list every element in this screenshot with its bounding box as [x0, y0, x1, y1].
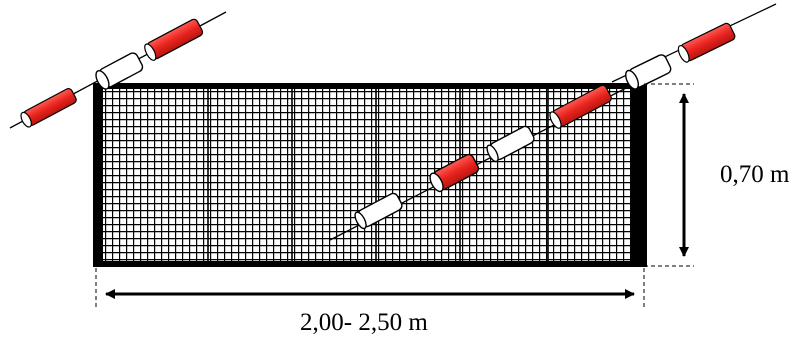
width-label: 2,00- 2,50 m: [300, 309, 428, 336]
float-left-1: [20, 88, 77, 128]
dimension-guides: [95, 83, 694, 308]
net-frame: [93, 83, 647, 267]
float-left-3: [144, 18, 204, 61]
float-diagonal-2: [429, 153, 480, 193]
float-diagonal-4: [549, 84, 612, 129]
float-diagonal-3: [486, 125, 535, 163]
float-right-1: [625, 54, 672, 90]
float-left-2: [95, 52, 144, 90]
height-label: 0,70 m: [720, 161, 790, 188]
float-right-2: [677, 22, 736, 63]
float-diagonal-1: [354, 192, 403, 230]
